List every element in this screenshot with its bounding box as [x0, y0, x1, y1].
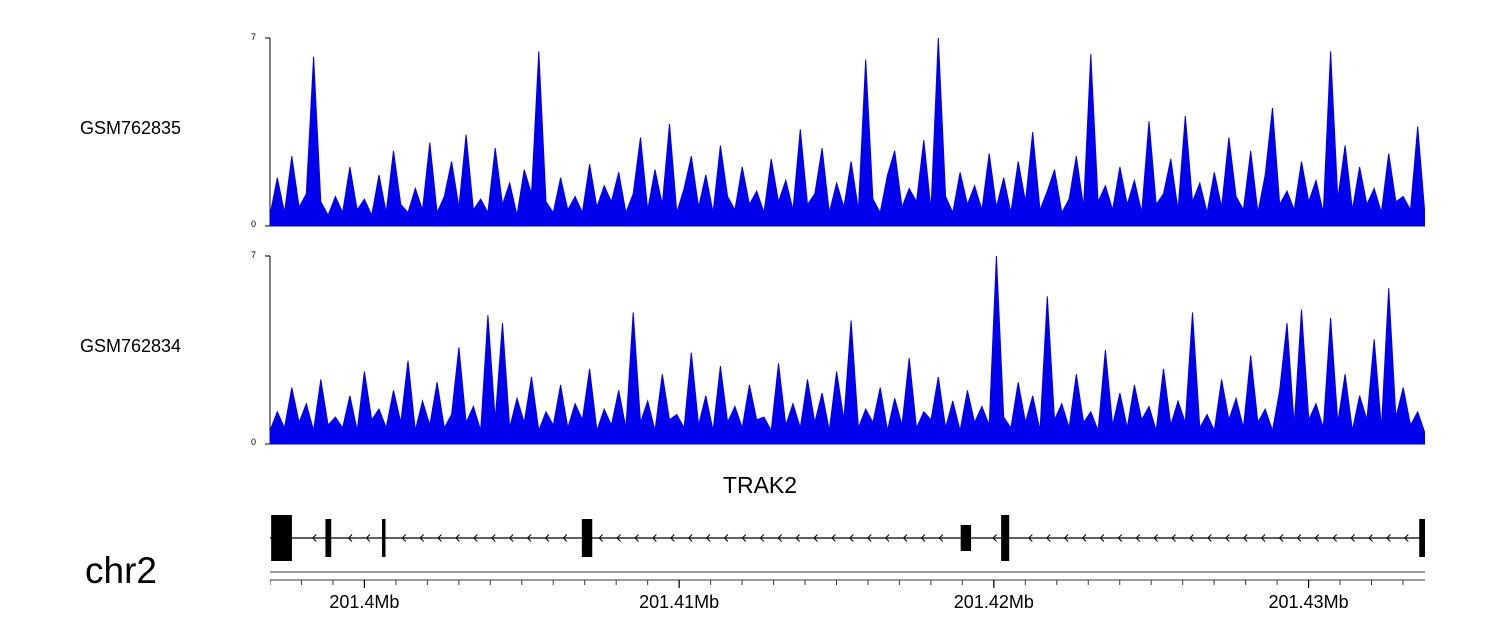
y-axis-min-label: 0 — [250, 219, 256, 229]
y-axis-max-label: 7 — [250, 32, 256, 42]
axis-tick-label: 201.4Mb — [329, 592, 400, 612]
y-axis-max-label: 7 — [250, 250, 256, 260]
gene-name-label: TRAK2 — [722, 472, 798, 498]
axis-tick-label: 201.42Mb — [953, 592, 1034, 612]
genome-axis-labels: 201.4Mb 201.41Mb 201.42Mb 201.43Mb — [270, 592, 1425, 618]
signal-track-plot-2 — [265, 255, 1425, 445]
axis-tick-label: 201.43Mb — [1268, 592, 1349, 612]
track-label-gsm762835: GSM762835 — [80, 118, 182, 138]
genome-axis — [270, 571, 1425, 588]
y-axis-min-label: 0 — [250, 437, 256, 447]
gene-model-track — [270, 515, 1425, 561]
axis-tick-label: 201.41Mb — [639, 592, 720, 612]
track-label-gsm762834: GSM762834 — [80, 336, 182, 356]
chromosome-label: chr2 — [85, 550, 157, 591]
signal-track-plot-1 — [265, 37, 1425, 227]
